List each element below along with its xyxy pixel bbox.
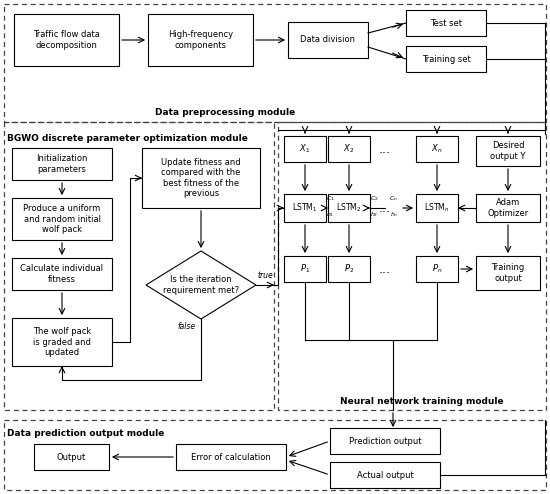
Text: Training set: Training set <box>422 54 470 64</box>
Bar <box>284 136 326 162</box>
Text: $X_1$: $X_1$ <box>299 143 311 155</box>
Text: $P_n$: $P_n$ <box>432 263 442 275</box>
Text: Desired
output Y: Desired output Y <box>490 141 526 161</box>
Text: Traffic flow data
decomposition: Traffic flow data decomposition <box>33 30 100 50</box>
Bar <box>476 136 540 166</box>
Bar <box>328 136 370 162</box>
Text: Adam
Optimizer: Adam Optimizer <box>487 198 529 218</box>
Text: Is the iteration
requirement met?: Is the iteration requirement met? <box>163 275 239 295</box>
Text: Data preprocessing module: Data preprocessing module <box>155 108 295 117</box>
Text: $C_1$: $C_1$ <box>326 194 335 203</box>
Text: Calculate individual
fitness: Calculate individual fitness <box>20 264 103 284</box>
Text: $P_2$: $P_2$ <box>344 263 354 275</box>
Bar <box>328 256 370 282</box>
Text: $C_2$: $C_2$ <box>370 194 379 203</box>
Text: Prediction output: Prediction output <box>349 437 421 446</box>
Text: $h_n$: $h_n$ <box>389 210 398 219</box>
Text: Neural network training module: Neural network training module <box>340 397 504 406</box>
Bar <box>328 194 370 222</box>
Bar <box>288 22 368 58</box>
Bar <box>284 256 326 282</box>
Text: Training
output: Training output <box>491 263 525 283</box>
Text: ...: ... <box>379 262 391 276</box>
Bar <box>406 10 486 36</box>
Bar <box>416 256 458 282</box>
Bar <box>148 14 253 66</box>
Text: $h_1$: $h_1$ <box>326 210 334 219</box>
Bar <box>12 318 112 366</box>
Polygon shape <box>146 251 256 319</box>
Text: $\mathrm{LSTM}_n$: $\mathrm{LSTM}_n$ <box>424 202 450 214</box>
Text: $X_n$: $X_n$ <box>431 143 443 155</box>
Text: $P_1$: $P_1$ <box>300 263 310 275</box>
Text: BGWO discrete parameter optimization module: BGWO discrete parameter optimization mod… <box>7 134 248 143</box>
Bar <box>416 194 458 222</box>
Bar <box>406 46 486 72</box>
Text: Initialization
parameters: Initialization parameters <box>36 154 87 174</box>
Text: ...: ... <box>379 142 391 156</box>
Bar <box>4 420 546 490</box>
Text: Actual output: Actual output <box>356 470 414 480</box>
Text: Error of calculation: Error of calculation <box>191 453 271 461</box>
Bar <box>476 194 540 222</box>
Text: High-frequency
components: High-frequency components <box>168 30 233 50</box>
Text: Produce a uniform
and random initial
wolf pack: Produce a uniform and random initial wol… <box>23 204 101 234</box>
Text: $X_2$: $X_2$ <box>343 143 355 155</box>
Bar <box>476 256 540 290</box>
Bar <box>12 258 112 290</box>
Text: $\mathrm{LSTM}_2$: $\mathrm{LSTM}_2$ <box>337 202 362 214</box>
Bar <box>330 462 440 488</box>
Bar <box>12 198 112 240</box>
Text: false: false <box>178 322 196 331</box>
Text: Output: Output <box>57 453 86 461</box>
Text: $h_2$: $h_2$ <box>370 210 378 219</box>
Bar <box>176 444 286 470</box>
Bar <box>14 14 119 66</box>
Text: Data division: Data division <box>300 36 355 44</box>
Bar <box>12 148 112 180</box>
Bar <box>34 444 109 470</box>
Text: Update fitness and
compared with the
best fitness of the
previous: Update fitness and compared with the bes… <box>161 158 241 198</box>
Text: Test set: Test set <box>430 18 462 28</box>
Bar <box>278 122 546 410</box>
Bar <box>330 428 440 454</box>
Bar <box>4 4 546 122</box>
Text: $\mathrm{LSTM}_1$: $\mathrm{LSTM}_1$ <box>293 202 318 214</box>
Text: $C_n$: $C_n$ <box>389 194 398 203</box>
Bar <box>416 136 458 162</box>
Text: true: true <box>258 271 274 280</box>
Text: The wolf pack
is graded and
updated: The wolf pack is graded and updated <box>33 327 91 357</box>
Bar <box>142 148 260 208</box>
Text: Data prediction output module: Data prediction output module <box>7 429 164 438</box>
Bar <box>4 122 274 410</box>
Text: ...: ... <box>379 202 391 214</box>
Bar <box>284 194 326 222</box>
